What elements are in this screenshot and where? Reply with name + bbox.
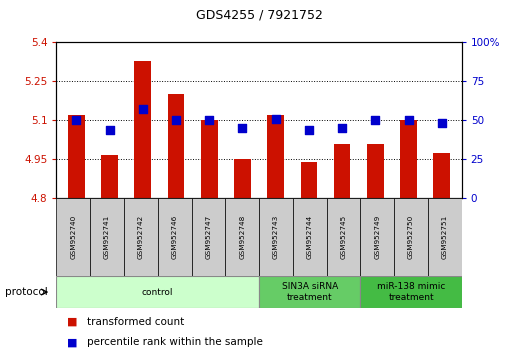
Text: SIN3A siRNA
treatment: SIN3A siRNA treatment xyxy=(282,282,338,302)
Point xyxy=(239,125,247,131)
Text: percentile rank within the sample: percentile rank within the sample xyxy=(87,337,263,348)
Text: GSM952743: GSM952743 xyxy=(273,215,279,259)
Text: ■: ■ xyxy=(67,317,77,327)
Text: GSM952741: GSM952741 xyxy=(104,215,110,259)
Bar xyxy=(367,144,384,198)
Bar xyxy=(360,276,462,308)
Point xyxy=(338,125,346,131)
Bar xyxy=(56,198,90,276)
Bar xyxy=(234,159,251,198)
Text: GSM952740: GSM952740 xyxy=(70,215,76,259)
Point xyxy=(404,118,412,123)
Point xyxy=(438,121,446,126)
Bar xyxy=(293,198,327,276)
Bar xyxy=(259,198,293,276)
Point xyxy=(72,118,81,123)
Bar xyxy=(90,198,124,276)
Text: GSM952745: GSM952745 xyxy=(341,215,346,259)
Text: GSM952742: GSM952742 xyxy=(138,215,144,259)
Bar xyxy=(158,198,191,276)
Text: GSM952749: GSM952749 xyxy=(374,215,380,259)
Bar xyxy=(267,115,284,198)
Text: GSM952751: GSM952751 xyxy=(442,215,448,259)
Text: GSM952744: GSM952744 xyxy=(307,215,313,259)
Bar xyxy=(225,198,259,276)
Bar xyxy=(134,61,151,198)
Text: GSM952746: GSM952746 xyxy=(172,215,177,259)
Text: GSM952747: GSM952747 xyxy=(205,215,211,259)
Point xyxy=(106,127,114,132)
Point xyxy=(205,118,213,123)
Bar xyxy=(259,276,360,308)
Point xyxy=(371,118,380,123)
Point xyxy=(172,118,180,123)
Text: protocol: protocol xyxy=(5,287,48,297)
Bar xyxy=(433,153,450,198)
Bar xyxy=(400,120,417,198)
Bar xyxy=(68,115,85,198)
Text: GSM952748: GSM952748 xyxy=(239,215,245,259)
Bar xyxy=(334,144,350,198)
Bar xyxy=(301,162,317,198)
Text: ■: ■ xyxy=(67,337,77,348)
Bar xyxy=(394,198,428,276)
Bar xyxy=(56,276,259,308)
Text: GSM952750: GSM952750 xyxy=(408,215,414,259)
Text: miR-138 mimic
treatment: miR-138 mimic treatment xyxy=(377,282,445,302)
Text: GDS4255 / 7921752: GDS4255 / 7921752 xyxy=(195,8,323,21)
Bar xyxy=(428,198,462,276)
Bar xyxy=(124,198,158,276)
Point xyxy=(271,116,280,122)
Point xyxy=(305,127,313,132)
Bar xyxy=(201,120,218,198)
Text: transformed count: transformed count xyxy=(87,317,185,327)
Bar xyxy=(101,155,118,198)
Text: control: control xyxy=(142,287,173,297)
Bar xyxy=(168,95,184,198)
Bar xyxy=(191,198,225,276)
Bar xyxy=(327,198,360,276)
Point xyxy=(139,107,147,112)
Bar xyxy=(360,198,394,276)
